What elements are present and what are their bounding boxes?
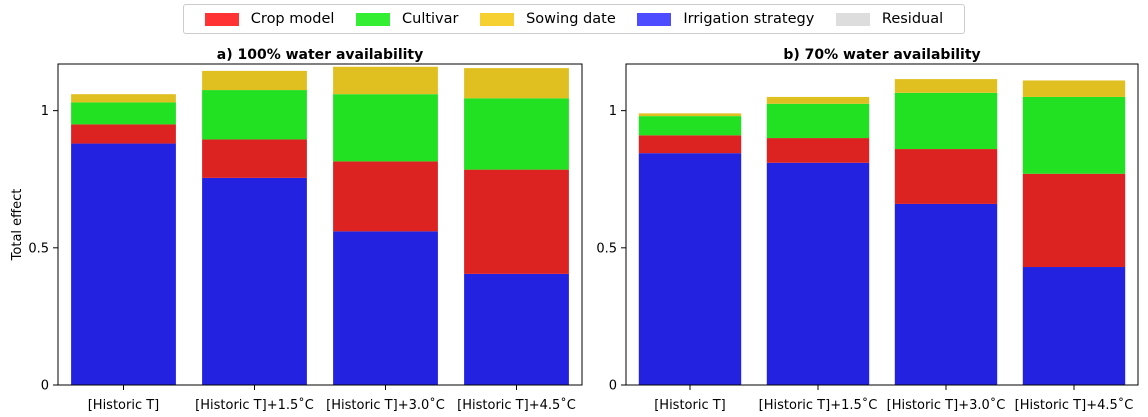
legend-swatch-irrigation-strategy xyxy=(637,12,672,26)
x-tick-label-b-0: [Historic T] xyxy=(654,398,726,413)
legend-item-residual: Residual xyxy=(835,11,944,27)
bar-a-3-crop-model xyxy=(464,169,569,274)
bar-b-2-irrigation-strategy xyxy=(894,203,998,385)
bar-b-3-crop-model xyxy=(1022,173,1126,268)
bar-b-2-sowing-date xyxy=(894,79,998,93)
bar-b-2-cultivar xyxy=(894,92,998,150)
bar-b-0-sowing-date xyxy=(638,113,742,117)
legend-label-crop-model: Crop model xyxy=(250,11,335,27)
bar-b-3-cultivar xyxy=(1022,96,1126,174)
panel-a: 0 0.5 1 [Historic T] [Historic T]+1.5˚C [Hist… xyxy=(10,47,583,413)
y-tick-label-a-0: 0 xyxy=(41,379,49,394)
legend: Crop model Cultivar Sowing date Irrigati… xyxy=(183,4,965,34)
y-tick-label-b-0: 0 xyxy=(609,379,617,394)
x-tick-label-a-0: [Historic T] xyxy=(88,398,160,413)
x-tick-label-a-1: [Historic T]+1.5˚C xyxy=(195,397,314,413)
bar-a-0-crop-model xyxy=(71,124,176,144)
bar-b-1-crop-model xyxy=(766,138,870,163)
bar-b-1-irrigation-strategy xyxy=(766,162,870,385)
legend-item-crop-model: Crop model xyxy=(204,11,335,27)
bar-a-1-crop-model xyxy=(202,139,307,178)
y-tick-label-b-1: 0.5 xyxy=(596,241,617,256)
legend-swatch-sowing-date xyxy=(480,12,515,26)
legend-label-irrigation-strategy: Irrigation strategy xyxy=(683,11,815,27)
axes-frame-b xyxy=(625,63,1139,386)
x-tick-label-a-2: [Historic T]+3.0˚C xyxy=(326,397,445,413)
legend-item-cultivar: Cultivar xyxy=(356,11,459,27)
panel-title-b: b) 70% water availability xyxy=(783,47,980,63)
panel-b: 0 0.5 1 [Historic T] [Historic T]+1.5˚C [Hist… xyxy=(596,47,1139,413)
legend-label-cultivar: Cultivar xyxy=(402,11,459,27)
bar-a-2-cultivar xyxy=(333,94,438,162)
y-tick-label-a-2: 1 xyxy=(41,104,49,119)
legend-item-sowing-date: Sowing date xyxy=(480,11,616,27)
bar-b-1-sowing-date xyxy=(766,96,870,104)
bar-a-2-sowing-date xyxy=(333,66,438,95)
bar-b-1-cultivar xyxy=(766,103,870,139)
bar-a-3-cultivar xyxy=(464,98,569,170)
legend-swatch-cultivar xyxy=(356,12,390,26)
bar-a-3-irrigation-strategy xyxy=(464,273,569,385)
bar-a-3-sowing-date xyxy=(464,68,569,99)
legend-item-irrigation-strategy: Irrigation strategy xyxy=(637,11,814,27)
x-tick-label-b-2: [Historic T]+3.0˚C xyxy=(887,397,1006,413)
y-tick-label-b-2: 1 xyxy=(609,104,617,119)
bar-b-3-sowing-date xyxy=(1022,80,1126,97)
bar-a-0-irrigation-strategy xyxy=(71,143,176,385)
bar-a-2-irrigation-strategy xyxy=(333,231,438,385)
bar-a-2-crop-model xyxy=(333,161,438,232)
bar-b-0-irrigation-strategy xyxy=(638,153,742,385)
y-axis-label-a: Total effect xyxy=(10,189,25,262)
bar-a-1-sowing-date xyxy=(202,70,307,91)
y-tick-label-a-1: 0.5 xyxy=(28,241,49,256)
bar-b-3-irrigation-strategy xyxy=(1022,267,1126,385)
axes-frame-a xyxy=(57,63,583,386)
legend-swatch-crop-model xyxy=(204,12,239,26)
x-tick-label-a-3: [Historic T]+4.5˚C xyxy=(457,397,576,413)
legend-label-sowing-date: Sowing date xyxy=(526,11,616,27)
bar-a-1-irrigation-strategy xyxy=(202,177,307,385)
bar-b-0-cultivar xyxy=(638,116,742,136)
x-tick-label-b-1: [Historic T]+1.5˚C xyxy=(759,397,878,413)
bar-b-2-crop-model xyxy=(894,149,998,204)
bar-a-0-cultivar xyxy=(71,102,176,125)
legend-swatch-residual xyxy=(835,12,870,26)
legend-label-residual: Residual xyxy=(881,11,944,27)
bar-a-0-sowing-date xyxy=(71,94,176,103)
x-tick-label-b-3: [Historic T]+4.5˚C xyxy=(1015,397,1134,413)
bar-a-1-cultivar xyxy=(202,90,307,140)
panel-title-a: a) 100% water availability xyxy=(217,47,424,63)
bar-b-0-crop-model xyxy=(638,135,742,154)
